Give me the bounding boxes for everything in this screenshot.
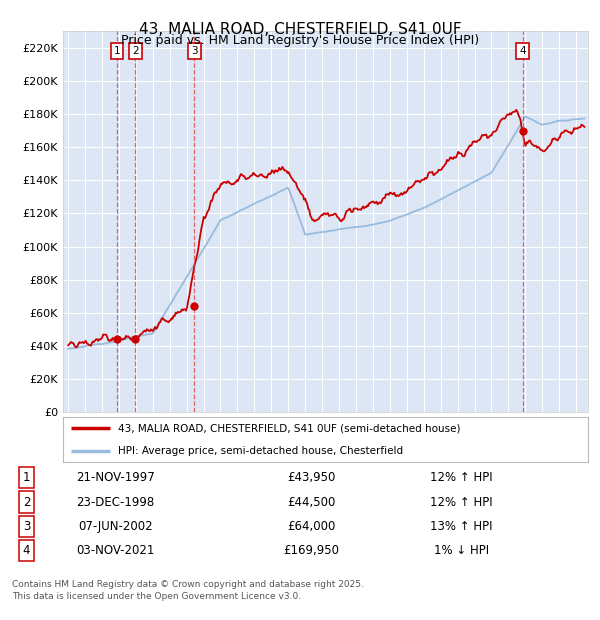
Text: 4: 4	[23, 544, 30, 557]
Text: £64,000: £64,000	[287, 520, 336, 533]
Text: Contains HM Land Registry data © Crown copyright and database right 2025.
This d: Contains HM Land Registry data © Crown c…	[12, 580, 364, 601]
Text: £44,500: £44,500	[287, 495, 336, 508]
Text: £169,950: £169,950	[284, 544, 340, 557]
Text: 12% ↑ HPI: 12% ↑ HPI	[430, 495, 493, 508]
Text: 21-NOV-1997: 21-NOV-1997	[76, 471, 155, 484]
Text: 1: 1	[114, 46, 121, 56]
Text: 23-DEC-1998: 23-DEC-1998	[77, 495, 155, 508]
Text: £43,950: £43,950	[287, 471, 336, 484]
Text: 2: 2	[132, 46, 139, 56]
Text: 1: 1	[23, 471, 30, 484]
Text: 13% ↑ HPI: 13% ↑ HPI	[430, 520, 493, 533]
Text: 1% ↓ HPI: 1% ↓ HPI	[434, 544, 489, 557]
Text: 43, MALIA ROAD, CHESTERFIELD, S41 0UF (semi-detached house): 43, MALIA ROAD, CHESTERFIELD, S41 0UF (s…	[118, 423, 461, 433]
Text: 3: 3	[191, 46, 197, 56]
Text: HPI: Average price, semi-detached house, Chesterfield: HPI: Average price, semi-detached house,…	[118, 446, 403, 456]
Text: 03-NOV-2021: 03-NOV-2021	[76, 544, 155, 557]
Text: 3: 3	[23, 520, 30, 533]
Text: 4: 4	[520, 46, 526, 56]
Text: 07-JUN-2002: 07-JUN-2002	[79, 520, 153, 533]
Text: 2: 2	[23, 495, 30, 508]
Text: 12% ↑ HPI: 12% ↑ HPI	[430, 471, 493, 484]
Text: Price paid vs. HM Land Registry's House Price Index (HPI): Price paid vs. HM Land Registry's House …	[121, 34, 479, 47]
Text: 43, MALIA ROAD, CHESTERFIELD, S41 0UF: 43, MALIA ROAD, CHESTERFIELD, S41 0UF	[139, 22, 461, 37]
